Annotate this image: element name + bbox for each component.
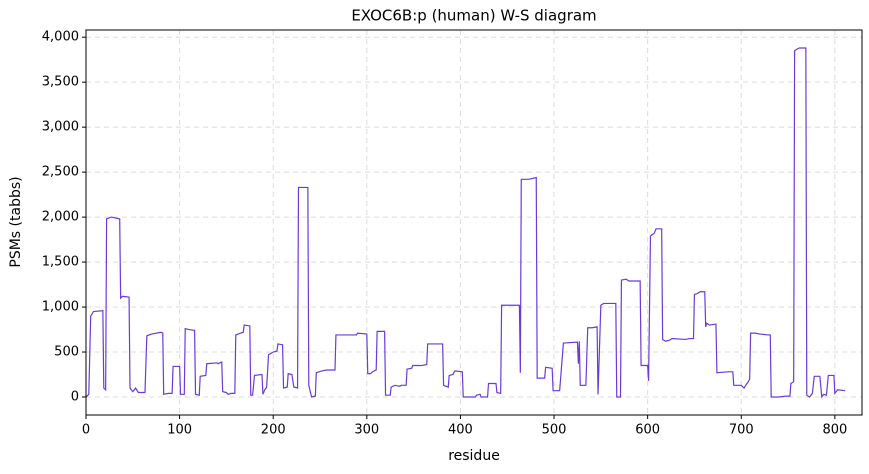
x-tick-label: 600 (635, 423, 660, 438)
y-axis-label: PSMs (tabbs) (8, 176, 24, 267)
y-tick-label: 500 (54, 345, 79, 360)
y-tick-label: 1,000 (42, 300, 79, 315)
y-tick-label: 2,000 (42, 210, 79, 225)
x-tick-label: 500 (542, 423, 567, 438)
y-tick-label: 2,500 (42, 165, 79, 180)
y-tick-label: 3,500 (42, 75, 79, 90)
plot-frame (85, 29, 863, 416)
x-tick-label: 700 (729, 423, 754, 438)
chart-title: EXOC6B:p (human) W-S diagram (351, 7, 596, 25)
data-line (85, 47, 846, 399)
y-tick-label: 0 (71, 390, 79, 405)
x-tick-label: 200 (261, 423, 286, 438)
x-tick-label: 300 (354, 423, 379, 438)
x-tick-label: 800 (822, 423, 847, 438)
y-tick-label: 3,000 (42, 120, 79, 135)
x-tick-label: 100 (167, 423, 192, 438)
y-tick-label: 1,500 (42, 255, 79, 270)
x-tick-label: 0 (82, 423, 90, 438)
y-tick-label: 4,000 (42, 30, 79, 45)
x-axis-label: residue (448, 448, 500, 464)
x-tick-label: 400 (448, 423, 473, 438)
